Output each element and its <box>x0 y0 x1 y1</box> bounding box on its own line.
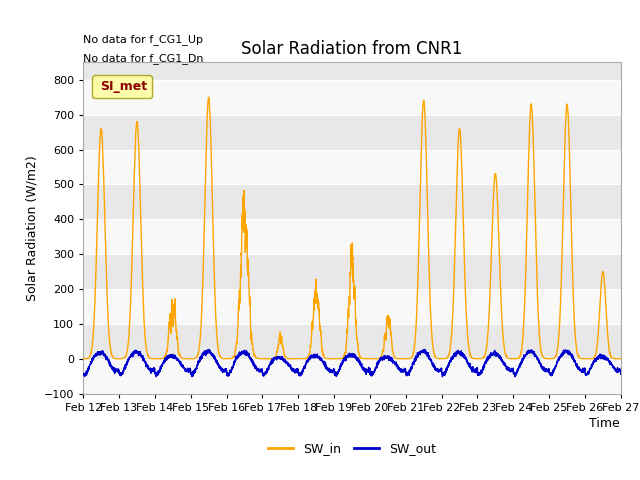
Line: SW_out: SW_out <box>83 349 621 377</box>
SW_in <box>195 350 202 356</box>
SW_out <box>79 372 87 378</box>
Bar <box>83 219 621 254</box>
Bar <box>83 184 621 219</box>
Y-axis label: Solar Radiation (W/m2): Solar Radiation (W/m2) <box>25 155 38 301</box>
Bar <box>83 80 621 115</box>
X-axis label: Time: Time <box>589 417 620 430</box>
SW_out <box>230 362 237 368</box>
SW_in <box>566 170 574 176</box>
Bar <box>83 115 621 150</box>
SW_in <box>617 356 625 361</box>
SW_out <box>438 374 446 380</box>
SW_out <box>617 368 625 374</box>
Legend: SW_in, SW_out: SW_in, SW_out <box>263 437 441 460</box>
SW_out <box>404 372 412 378</box>
SW_in <box>294 356 302 361</box>
Bar <box>83 359 621 394</box>
SW_out <box>566 351 574 357</box>
Text: No data for f_CG1_Up: No data for f_CG1_Up <box>83 34 204 45</box>
SW_in <box>79 356 87 361</box>
Bar <box>83 324 621 359</box>
Bar <box>83 150 621 184</box>
Bar <box>83 254 621 289</box>
SW_in <box>230 354 237 360</box>
SW_out <box>195 360 202 366</box>
SW_out <box>617 372 625 377</box>
SW_in <box>414 276 422 282</box>
SW_out <box>420 347 428 352</box>
Text: No data for f_CG1_Dn: No data for f_CG1_Dn <box>83 53 204 64</box>
Line: SW_in: SW_in <box>83 97 621 359</box>
Bar <box>83 289 621 324</box>
SW_in <box>404 356 412 361</box>
Bar <box>83 62 621 80</box>
SW_in <box>205 95 212 100</box>
Title: Solar Radiation from CNR1: Solar Radiation from CNR1 <box>241 40 463 58</box>
SW_in <box>617 356 625 361</box>
SW_out <box>414 353 422 359</box>
